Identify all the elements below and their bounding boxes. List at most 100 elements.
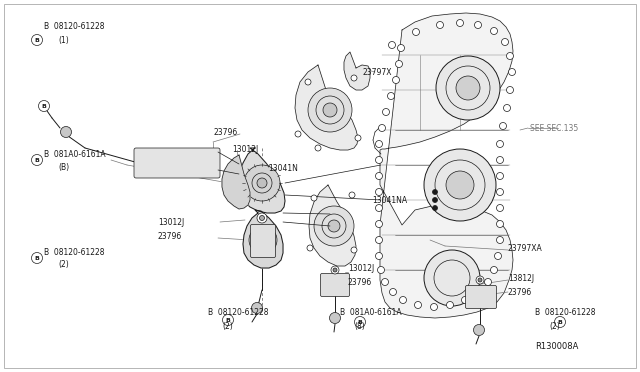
Circle shape bbox=[244, 165, 280, 201]
Circle shape bbox=[490, 266, 497, 273]
Circle shape bbox=[349, 192, 355, 198]
Polygon shape bbox=[243, 210, 283, 268]
Circle shape bbox=[315, 145, 321, 151]
Circle shape bbox=[495, 253, 502, 260]
Circle shape bbox=[474, 289, 481, 295]
Circle shape bbox=[497, 237, 504, 244]
Circle shape bbox=[31, 253, 42, 263]
Circle shape bbox=[504, 105, 511, 112]
Text: (B): (B) bbox=[58, 163, 69, 172]
Circle shape bbox=[376, 157, 383, 164]
Text: 13041N: 13041N bbox=[268, 164, 298, 173]
Text: R130008A: R130008A bbox=[535, 342, 579, 351]
Polygon shape bbox=[380, 13, 513, 318]
Text: 23797X: 23797X bbox=[363, 68, 392, 77]
Circle shape bbox=[308, 88, 352, 132]
Circle shape bbox=[506, 52, 513, 60]
Circle shape bbox=[252, 302, 262, 314]
Circle shape bbox=[376, 253, 383, 260]
Circle shape bbox=[433, 205, 438, 211]
Circle shape bbox=[474, 22, 481, 29]
Circle shape bbox=[446, 171, 474, 199]
Circle shape bbox=[474, 324, 484, 336]
Circle shape bbox=[397, 45, 404, 51]
Text: SEE SEC.135: SEE SEC.135 bbox=[530, 124, 579, 133]
Text: (2): (2) bbox=[549, 322, 560, 331]
Circle shape bbox=[436, 22, 444, 29]
Circle shape bbox=[456, 19, 463, 26]
Circle shape bbox=[355, 135, 361, 141]
Circle shape bbox=[387, 93, 394, 99]
Circle shape bbox=[331, 266, 339, 274]
Text: (8): (8) bbox=[354, 322, 365, 331]
Circle shape bbox=[433, 198, 438, 202]
Text: B: B bbox=[557, 320, 563, 324]
Circle shape bbox=[381, 279, 388, 285]
Text: 23796: 23796 bbox=[348, 278, 372, 287]
Text: 23796: 23796 bbox=[508, 288, 532, 297]
Circle shape bbox=[223, 314, 234, 326]
Circle shape bbox=[447, 301, 454, 308]
Text: 13012J: 13012J bbox=[232, 145, 259, 154]
Circle shape bbox=[257, 178, 267, 188]
Circle shape bbox=[424, 149, 496, 221]
Circle shape bbox=[502, 38, 509, 45]
Circle shape bbox=[497, 141, 504, 148]
Text: 23796: 23796 bbox=[158, 232, 182, 241]
Circle shape bbox=[456, 76, 480, 100]
Circle shape bbox=[351, 75, 357, 81]
Text: B  08120-61228: B 08120-61228 bbox=[44, 22, 104, 31]
Circle shape bbox=[330, 312, 340, 324]
Text: B: B bbox=[225, 317, 230, 323]
Circle shape bbox=[376, 237, 383, 244]
Circle shape bbox=[476, 276, 484, 284]
Text: B  08120-61228: B 08120-61228 bbox=[535, 308, 595, 317]
Circle shape bbox=[497, 189, 504, 196]
Circle shape bbox=[506, 87, 513, 93]
Circle shape bbox=[461, 296, 468, 304]
Circle shape bbox=[311, 195, 317, 201]
Text: B: B bbox=[35, 38, 40, 42]
Circle shape bbox=[355, 317, 365, 327]
Text: B  081A0-6161A: B 081A0-6161A bbox=[340, 308, 402, 317]
Circle shape bbox=[499, 122, 506, 129]
Circle shape bbox=[295, 131, 301, 137]
Text: 13812J: 13812J bbox=[508, 274, 534, 283]
Circle shape bbox=[396, 61, 403, 67]
Circle shape bbox=[376, 173, 383, 180]
Circle shape bbox=[41, 103, 47, 109]
Circle shape bbox=[424, 250, 480, 306]
Text: B: B bbox=[42, 103, 47, 109]
Circle shape bbox=[31, 35, 42, 45]
Circle shape bbox=[490, 28, 497, 35]
Circle shape bbox=[249, 226, 277, 254]
Circle shape bbox=[323, 103, 337, 117]
Text: B: B bbox=[35, 256, 40, 260]
Text: B: B bbox=[35, 157, 40, 163]
Circle shape bbox=[383, 109, 390, 115]
Circle shape bbox=[390, 289, 397, 295]
Circle shape bbox=[376, 189, 383, 196]
Circle shape bbox=[388, 42, 396, 48]
Circle shape bbox=[554, 317, 566, 327]
Circle shape bbox=[257, 213, 267, 223]
Text: B  08120-61228: B 08120-61228 bbox=[44, 248, 104, 257]
Circle shape bbox=[497, 205, 504, 212]
Circle shape bbox=[61, 126, 72, 138]
FancyBboxPatch shape bbox=[465, 285, 497, 308]
Polygon shape bbox=[344, 52, 370, 90]
Circle shape bbox=[497, 157, 504, 164]
Circle shape bbox=[497, 173, 504, 180]
Circle shape bbox=[31, 154, 42, 166]
Polygon shape bbox=[222, 155, 250, 209]
Circle shape bbox=[413, 29, 419, 35]
Circle shape bbox=[478, 278, 482, 282]
Text: 13012J: 13012J bbox=[158, 218, 184, 227]
Text: 13012J: 13012J bbox=[348, 264, 374, 273]
Text: (1): (1) bbox=[58, 36, 68, 45]
Circle shape bbox=[333, 268, 337, 272]
Circle shape bbox=[378, 266, 385, 273]
Circle shape bbox=[376, 141, 383, 148]
Text: B: B bbox=[358, 320, 362, 324]
Circle shape bbox=[399, 296, 406, 304]
